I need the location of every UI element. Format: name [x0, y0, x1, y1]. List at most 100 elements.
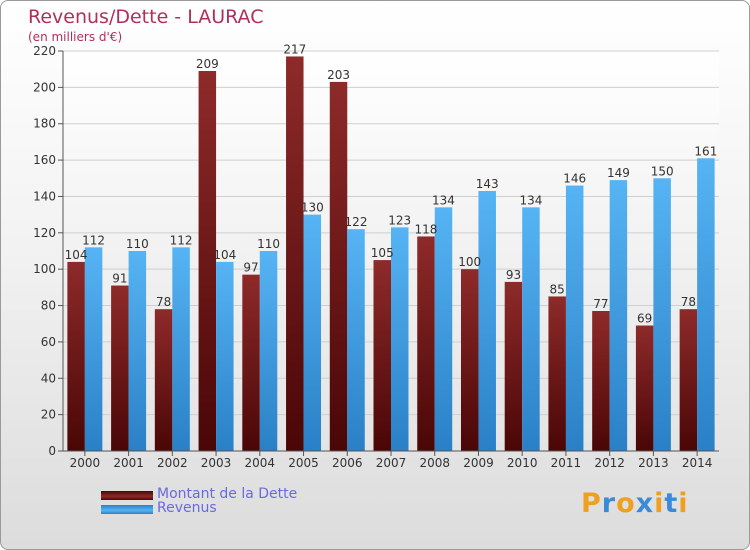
x-tick-label: 2006: [332, 456, 363, 470]
data-label-revenue: 134: [519, 193, 542, 207]
bar-debt: [373, 260, 391, 451]
x-tick-label: 2005: [288, 456, 319, 470]
bar-revenue: [259, 251, 278, 451]
bar-debt: [286, 56, 304, 452]
x-tick-label: 2000: [70, 456, 101, 470]
bar-debt: [329, 81, 348, 451]
bar-revenue: [347, 229, 365, 451]
logo-letter: t: [664, 488, 679, 519]
logo-letter: P: [581, 488, 602, 519]
bar-debt: [504, 281, 523, 451]
legend-label-debt: Montant de la Dette: [157, 486, 298, 502]
data-label-debt: 97: [243, 261, 258, 275]
y-tick-label: 120: [33, 226, 56, 240]
y-tick-label: 0: [48, 444, 56, 458]
bar-revenue: [653, 178, 671, 452]
data-label-revenue: 143: [476, 177, 499, 191]
data-label-revenue: 146: [563, 172, 586, 186]
data-label-debt: 104: [65, 248, 88, 262]
data-label-debt: 209: [196, 57, 219, 71]
bar-debt: [460, 269, 479, 451]
data-label-debt: 69: [637, 312, 652, 326]
data-label-debt: 105: [371, 246, 394, 260]
data-label-revenue: 122: [345, 215, 368, 229]
chart-title: Revenus/Dette - LAURAC: [28, 6, 264, 28]
x-tick-label: 2014: [682, 456, 713, 470]
bar-debt: [198, 71, 217, 451]
bar-revenue: [128, 251, 147, 451]
bar-revenue: [172, 247, 190, 451]
bar-debt: [154, 309, 173, 451]
legend-swatch-debt: [101, 491, 153, 500]
proxiti-logo: Proxiti: [581, 488, 689, 519]
bar-revenue: [391, 227, 409, 451]
x-tick-label: 2002: [157, 456, 188, 470]
data-label-revenue: 134: [432, 193, 455, 207]
logo-letter: i: [654, 488, 665, 519]
bar-revenue: [84, 247, 103, 451]
x-tick-label: 2001: [113, 456, 144, 470]
x-tick-label: 2008: [419, 456, 450, 470]
data-label-debt: 93: [506, 268, 521, 282]
bar-revenue: [697, 158, 715, 452]
logo-letter: r: [601, 488, 617, 519]
logo-letter: o: [616, 488, 636, 519]
logo-letter: x: [635, 488, 655, 519]
data-label-debt: 77: [593, 297, 608, 311]
data-label-debt: 217: [283, 42, 306, 56]
x-tick-label: 2007: [376, 456, 407, 470]
bar-revenue: [565, 185, 584, 451]
x-tick-label: 2009: [463, 456, 494, 470]
bar-debt: [111, 285, 129, 451]
data-label-debt: 78: [156, 295, 171, 309]
legend-swatch-revenue: [101, 505, 153, 514]
x-tick-label: 2010: [507, 456, 538, 470]
y-tick-label: 160: [33, 153, 56, 167]
y-tick-label: 140: [33, 189, 56, 203]
x-tick-label: 2004: [245, 456, 276, 470]
bar-debt: [679, 309, 698, 451]
y-tick-label: 40: [41, 371, 56, 385]
x-tick-label: 2003: [201, 456, 232, 470]
bar-debt: [67, 261, 85, 451]
chart-subtitle: (en milliers d'€): [28, 30, 123, 44]
bar-revenue: [609, 180, 628, 451]
bar-revenue: [478, 191, 496, 451]
data-label-debt: 118: [415, 222, 438, 236]
logo-letter: i: [678, 488, 689, 519]
bar-debt: [635, 325, 654, 451]
y-tick-label: 80: [41, 299, 56, 313]
bar-revenue: [216, 261, 234, 451]
bar-revenue: [522, 207, 540, 451]
data-label-revenue: 104: [213, 248, 236, 262]
data-label-revenue: 130: [301, 201, 324, 215]
y-tick-label: 60: [41, 335, 56, 349]
y-tick-label: 20: [41, 408, 56, 422]
data-label-revenue: 112: [170, 233, 193, 247]
data-label-debt: 91: [112, 272, 127, 286]
x-tick-label: 2011: [551, 456, 582, 470]
y-tick-label: 200: [33, 80, 56, 94]
bar-debt: [548, 296, 566, 451]
data-label-debt: 100: [458, 255, 481, 269]
y-tick-label: 180: [33, 117, 56, 131]
bar-revenue: [434, 207, 453, 451]
data-label-revenue: 150: [651, 164, 674, 178]
data-label-revenue: 110: [257, 237, 280, 251]
data-label-revenue: 110: [126, 237, 149, 251]
bar-debt: [417, 236, 435, 451]
data-label-revenue: 123: [388, 213, 411, 227]
x-tick-label: 2012: [594, 456, 625, 470]
data-label-debt: 85: [550, 282, 565, 296]
data-label-debt: 78: [681, 295, 696, 309]
y-tick-label: 220: [33, 44, 56, 58]
data-label-revenue: 149: [607, 166, 630, 180]
data-label-revenue: 161: [694, 144, 717, 158]
bar-debt: [592, 311, 610, 451]
bar-debt: [242, 274, 260, 451]
bar-revenue: [303, 214, 322, 451]
data-label-debt: 203: [327, 68, 350, 82]
x-tick-label: 2013: [638, 456, 669, 470]
